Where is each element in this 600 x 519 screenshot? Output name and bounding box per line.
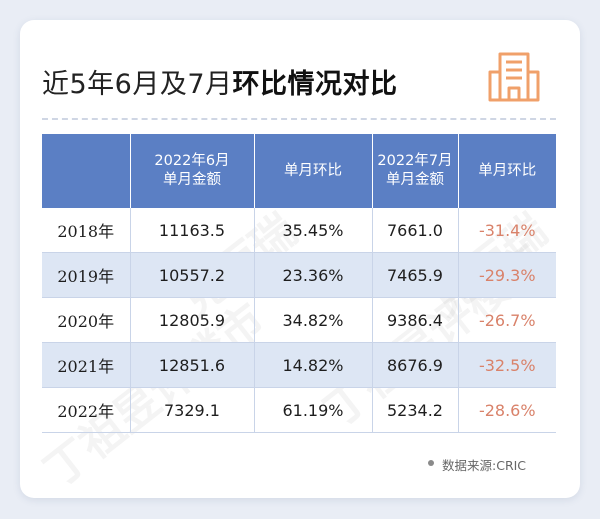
cell-year: 2018年 [42, 208, 131, 253]
header-july-amount: 2022年7月 单月金额 [372, 134, 459, 208]
cell-july-mom: -29.3% [458, 252, 556, 298]
cell-june-amount: 12805.9 [130, 297, 255, 343]
cell-july-mom: -32.5% [458, 342, 556, 388]
page-title: 近5年6月及7月环比情况对比 [42, 62, 398, 102]
title-emphasis: 环比情况对比 [232, 69, 398, 100]
cell-year: 2021年 [42, 342, 131, 388]
cell-june-mom: 61.19% [254, 387, 373, 433]
header-july-mom: 单月环比 [458, 134, 556, 208]
cell-july-amount: 8676.9 [372, 342, 459, 388]
source-bullet [428, 460, 434, 466]
header-june-amount: 2022年6月 单月金额 [130, 134, 255, 208]
cell-year: 2022年 [42, 387, 131, 433]
cell-june-mom: 14.82% [254, 342, 373, 388]
table-row: 2019年 10557.2 23.36% 7465.9 -29.3% [42, 252, 556, 298]
title-prefix: 近5年6月及7月 [42, 69, 233, 100]
building-icon [488, 52, 540, 102]
cell-year: 2020年 [42, 297, 131, 343]
data-source: 数据来源:CRIC [442, 458, 527, 473]
cell-june-mom: 34.82% [254, 297, 373, 343]
cell-june-mom: 23.36% [254, 252, 373, 298]
header-june-amount-text: 2022年6月 单月金额 [154, 153, 230, 188]
header-year [42, 134, 131, 208]
cell-june-amount: 11163.5 [130, 208, 255, 253]
cell-july-amount: 5234.2 [372, 387, 459, 433]
table-row: 2020年 12805.9 34.82% 9386.4 -26.7% [42, 297, 556, 343]
header-july-amount-text: 2022年7月 单月金额 [377, 153, 453, 188]
cell-july-amount: 9386.4 [372, 297, 459, 343]
table-row: 2022年 7329.1 61.19% 5234.2 -28.6% [42, 387, 556, 433]
cell-june-mom: 35.45% [254, 208, 373, 253]
cell-june-amount: 12851.6 [130, 342, 255, 388]
comparison-table: 2022年6月 单月金额 单月环比 2022年7月 单月金额 单月环比 2018年 … [42, 134, 556, 433]
cell-july-mom: -31.4% [458, 208, 556, 253]
header-june-mom: 单月环比 [254, 134, 373, 208]
cell-year: 2019年 [42, 252, 131, 298]
cell-july-amount: 7465.9 [372, 252, 459, 298]
table-row: 2021年 12851.6 14.82% 8676.9 -32.5% [42, 342, 556, 388]
cell-july-amount: 7661.0 [372, 208, 459, 253]
cell-july-mom: -28.6% [458, 387, 556, 433]
table-row: 2018年 11163.5 35.45% 7661.0 -31.4% [42, 208, 556, 253]
cell-june-amount: 7329.1 [130, 387, 255, 433]
cell-july-mom: -26.7% [458, 297, 556, 343]
cell-june-amount: 10557.2 [130, 252, 255, 298]
table-header-row: 2022年6月 单月金额 单月环比 2022年7月 单月金额 单月环比 [42, 134, 556, 208]
title-divider [42, 118, 556, 120]
